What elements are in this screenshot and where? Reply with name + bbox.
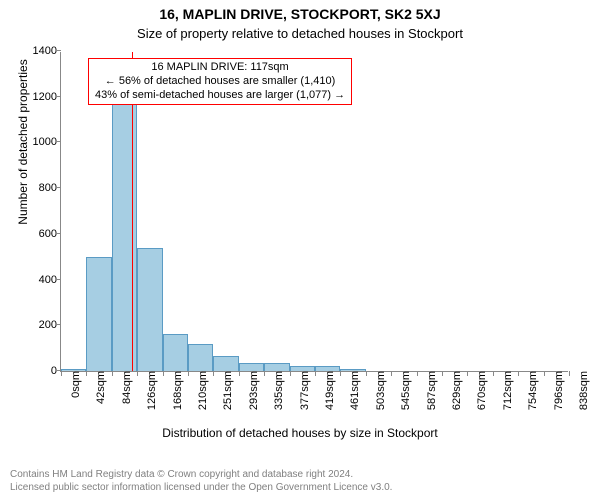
x-tick-label: 838sqm bbox=[572, 371, 590, 410]
x-tick-mark bbox=[467, 371, 468, 376]
x-tick-label: 251sqm bbox=[216, 371, 234, 410]
x-tick-label: 461sqm bbox=[343, 371, 361, 410]
annotation-line-1: 16 MAPLIN DRIVE: 117sqm bbox=[95, 61, 345, 75]
y-tick-label: 200 bbox=[21, 319, 61, 331]
histogram-bar bbox=[264, 363, 289, 371]
y-tick-label: 0 bbox=[21, 365, 61, 377]
x-tick-mark bbox=[417, 371, 418, 376]
footer-line-1: Contains HM Land Registry data © Crown c… bbox=[10, 468, 392, 481]
chart-container: 16, MAPLIN DRIVE, STOCKPORT, SK2 5XJ Siz… bbox=[0, 0, 600, 500]
x-tick-label: 42sqm bbox=[89, 371, 107, 404]
x-tick-label: 503sqm bbox=[369, 371, 387, 410]
x-tick-label: 210sqm bbox=[191, 371, 209, 410]
histogram-bar bbox=[137, 248, 162, 371]
y-tick-mark bbox=[56, 187, 61, 188]
histogram-bar bbox=[112, 99, 137, 371]
x-tick-mark bbox=[112, 371, 113, 376]
x-tick-mark bbox=[518, 371, 519, 376]
x-tick-label: 670sqm bbox=[470, 371, 488, 410]
y-tick-mark bbox=[56, 279, 61, 280]
y-tick-mark bbox=[56, 233, 61, 234]
x-tick-label: 0sqm bbox=[64, 371, 82, 398]
x-tick-mark bbox=[315, 371, 316, 376]
x-tick-label: 545sqm bbox=[394, 371, 412, 410]
x-tick-mark bbox=[163, 371, 164, 376]
x-tick-mark bbox=[366, 371, 367, 376]
x-tick-mark bbox=[61, 371, 62, 376]
x-tick-label: 754sqm bbox=[521, 371, 539, 410]
y-tick-mark bbox=[56, 96, 61, 97]
x-axis-label: Distribution of detached houses by size … bbox=[0, 426, 600, 440]
x-tick-label: 126sqm bbox=[140, 371, 158, 410]
x-tick-label: 587sqm bbox=[420, 371, 438, 410]
y-tick-mark bbox=[56, 324, 61, 325]
y-axis-label: Number of detached properties bbox=[16, 0, 30, 302]
x-tick-label: 168sqm bbox=[166, 371, 184, 410]
x-tick-label: 293sqm bbox=[242, 371, 260, 410]
histogram-bar bbox=[213, 356, 238, 371]
x-tick-mark bbox=[239, 371, 240, 376]
x-tick-label: 712sqm bbox=[496, 371, 514, 410]
x-tick-label: 629sqm bbox=[445, 371, 463, 410]
x-tick-mark bbox=[340, 371, 341, 376]
histogram-bar bbox=[188, 344, 213, 371]
x-tick-label: 796sqm bbox=[547, 371, 565, 410]
x-tick-label: 419sqm bbox=[318, 371, 336, 410]
x-tick-mark bbox=[213, 371, 214, 376]
footer-line-2: Licensed public sector information licen… bbox=[10, 481, 392, 494]
annotation-box: 16 MAPLIN DRIVE: 117sqm ← 56% of detache… bbox=[88, 58, 352, 105]
x-tick-mark bbox=[188, 371, 189, 376]
x-tick-label: 335sqm bbox=[267, 371, 285, 410]
annotation-line-2: ← 56% of detached houses are smaller (1,… bbox=[95, 75, 345, 89]
chart-title: 16, MAPLIN DRIVE, STOCKPORT, SK2 5XJ bbox=[0, 6, 600, 22]
x-tick-mark bbox=[264, 371, 265, 376]
histogram-bar bbox=[239, 363, 264, 371]
x-tick-mark bbox=[442, 371, 443, 376]
x-tick-label: 84sqm bbox=[115, 371, 133, 404]
x-tick-mark bbox=[569, 371, 570, 376]
histogram-bar bbox=[163, 334, 188, 371]
y-tick-mark bbox=[56, 141, 61, 142]
chart-subtitle: Size of property relative to detached ho… bbox=[0, 26, 600, 41]
footer-attribution: Contains HM Land Registry data © Crown c… bbox=[10, 468, 392, 494]
x-tick-mark bbox=[137, 371, 138, 376]
x-tick-mark bbox=[493, 371, 494, 376]
x-tick-mark bbox=[86, 371, 87, 376]
annotation-line-3: 43% of semi-detached houses are larger (… bbox=[95, 89, 345, 103]
x-tick-mark bbox=[290, 371, 291, 376]
x-tick-label: 377sqm bbox=[293, 371, 311, 410]
y-tick-mark bbox=[56, 50, 61, 51]
histogram-bar bbox=[86, 257, 111, 371]
x-tick-mark bbox=[391, 371, 392, 376]
x-tick-mark bbox=[544, 371, 545, 376]
